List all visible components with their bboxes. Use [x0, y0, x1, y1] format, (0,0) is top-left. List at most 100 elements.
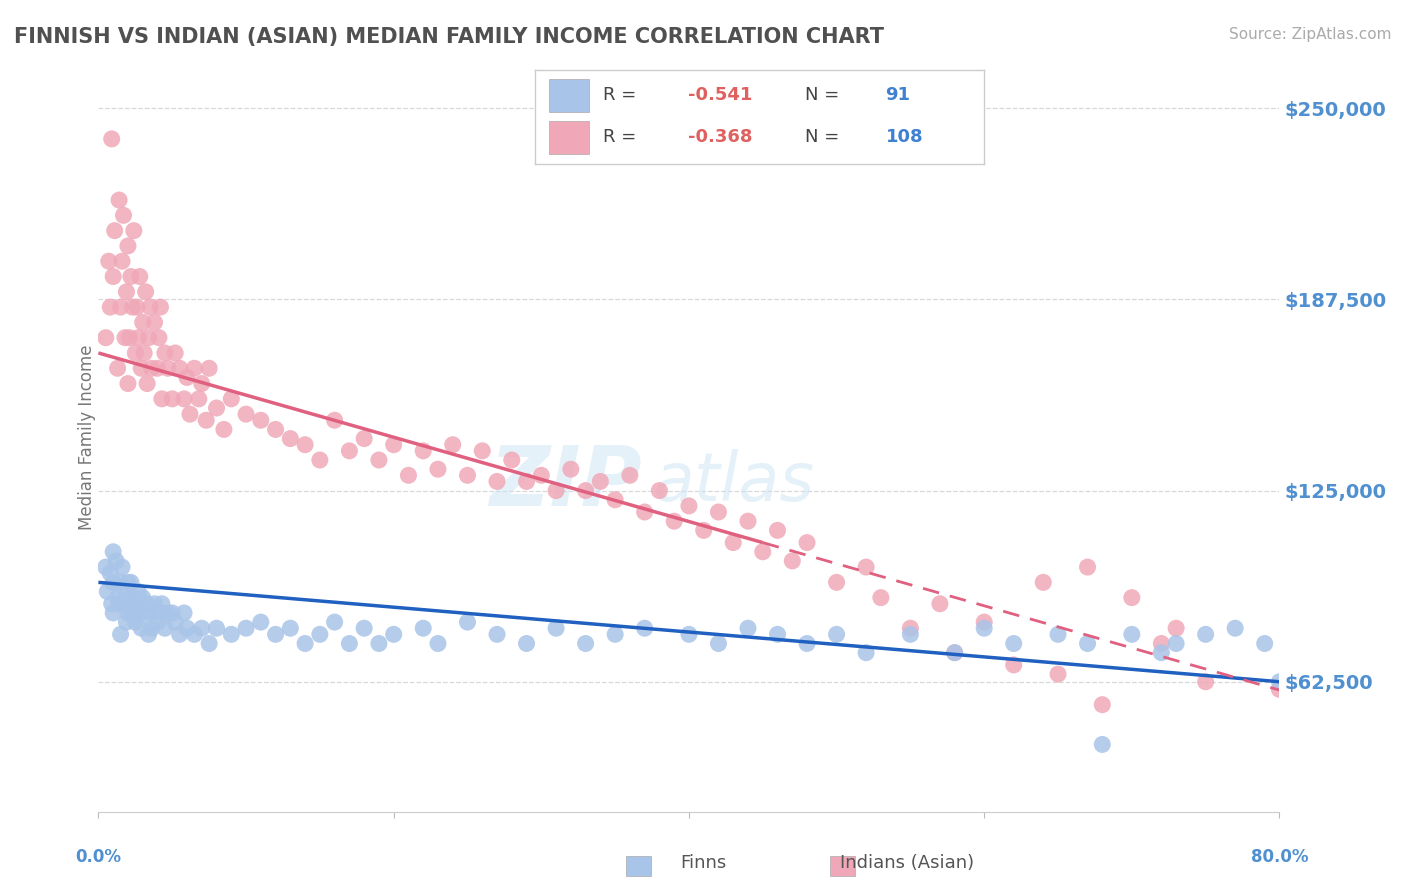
Point	[855, 560, 877, 574]
Point	[634, 505, 657, 519]
Point	[112, 597, 135, 611]
Point	[139, 606, 162, 620]
Point	[117, 376, 139, 391]
Point	[1046, 667, 1070, 681]
Point	[138, 627, 160, 641]
Point	[353, 621, 375, 635]
Point	[96, 584, 118, 599]
Point	[114, 331, 136, 345]
Point	[707, 636, 730, 650]
Point	[309, 627, 332, 641]
Point	[1091, 698, 1114, 712]
Point	[176, 370, 198, 384]
Point	[117, 239, 139, 253]
Point	[368, 453, 391, 467]
Point	[766, 524, 789, 538]
Point	[132, 591, 155, 605]
Point	[1046, 627, 1070, 641]
Y-axis label: Median Family Income: Median Family Income	[79, 344, 96, 530]
Point	[146, 361, 169, 376]
Point	[110, 627, 132, 641]
Point	[105, 554, 128, 568]
Point	[141, 361, 163, 376]
Point	[1077, 560, 1099, 574]
Point	[141, 621, 163, 635]
Point	[1091, 738, 1114, 752]
Text: ZIP: ZIP	[489, 442, 641, 523]
Point	[723, 535, 745, 549]
Point	[530, 468, 553, 483]
Point	[1032, 575, 1054, 590]
Point	[107, 591, 129, 605]
Point	[382, 438, 405, 452]
Point	[250, 413, 273, 427]
Point	[136, 597, 159, 611]
Point	[127, 331, 149, 345]
Point	[294, 438, 316, 452]
Point	[103, 606, 125, 620]
Point	[115, 285, 138, 299]
Point	[98, 300, 121, 314]
Point	[471, 443, 494, 458]
Point	[501, 453, 523, 467]
Point	[457, 468, 479, 483]
Point	[117, 575, 139, 590]
Text: Indians (Asian): Indians (Asian)	[839, 855, 974, 872]
Point	[100, 132, 122, 146]
Point	[212, 422, 235, 436]
Point	[457, 615, 479, 629]
Text: 0.0%: 0.0%	[76, 848, 121, 866]
Point	[162, 392, 183, 406]
Point	[169, 627, 191, 641]
Point	[235, 407, 257, 421]
Point	[486, 475, 509, 489]
Point	[221, 392, 243, 406]
Point	[121, 597, 143, 611]
Point	[546, 483, 568, 498]
Point	[1077, 636, 1099, 650]
Point	[179, 407, 201, 421]
Point	[678, 499, 700, 513]
Point	[94, 331, 117, 345]
Point	[132, 315, 155, 329]
Point	[1150, 636, 1173, 650]
Point	[165, 615, 187, 629]
Point	[1121, 627, 1143, 641]
Point	[368, 636, 391, 650]
Point	[191, 376, 214, 391]
Point	[323, 615, 346, 629]
Point	[134, 606, 156, 620]
Point	[264, 422, 287, 436]
Point	[134, 346, 156, 360]
Point	[94, 560, 117, 574]
Point	[1150, 646, 1173, 660]
Point	[648, 483, 671, 498]
Point	[398, 468, 420, 483]
Point	[129, 621, 152, 635]
Point	[111, 254, 134, 268]
Point	[264, 627, 287, 641]
Point	[115, 615, 138, 629]
Point	[1268, 674, 1291, 689]
Point	[280, 432, 302, 446]
Point	[796, 535, 818, 549]
Point	[796, 636, 818, 650]
Point	[124, 346, 146, 360]
Point	[737, 514, 759, 528]
Point	[173, 392, 195, 406]
Point	[605, 627, 627, 641]
Point	[107, 361, 129, 376]
Point	[120, 269, 142, 284]
Point	[382, 627, 405, 641]
Point	[148, 331, 170, 345]
Point	[605, 492, 627, 507]
Point	[125, 606, 148, 620]
Point	[108, 193, 131, 207]
Point	[100, 597, 122, 611]
Point	[104, 224, 127, 238]
Text: Source: ZipAtlas.com: Source: ZipAtlas.com	[1229, 27, 1392, 42]
Point	[546, 621, 568, 635]
Point	[198, 636, 221, 650]
Point	[782, 554, 804, 568]
Point	[129, 361, 152, 376]
